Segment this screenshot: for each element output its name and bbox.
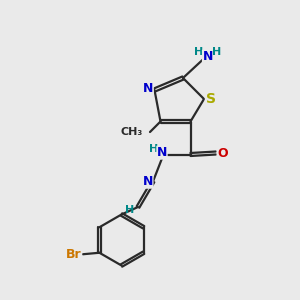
Text: H: H [212, 47, 221, 57]
Text: N: N [157, 146, 167, 159]
Text: Br: Br [66, 248, 82, 261]
Text: H: H [149, 144, 158, 154]
Text: N: N [143, 82, 153, 95]
Text: N: N [142, 175, 153, 188]
Text: CH₃: CH₃ [120, 127, 142, 137]
Text: N: N [202, 50, 213, 63]
Text: O: O [217, 146, 228, 160]
Text: S: S [206, 92, 216, 106]
Text: H: H [125, 205, 134, 215]
Text: H: H [194, 47, 203, 57]
